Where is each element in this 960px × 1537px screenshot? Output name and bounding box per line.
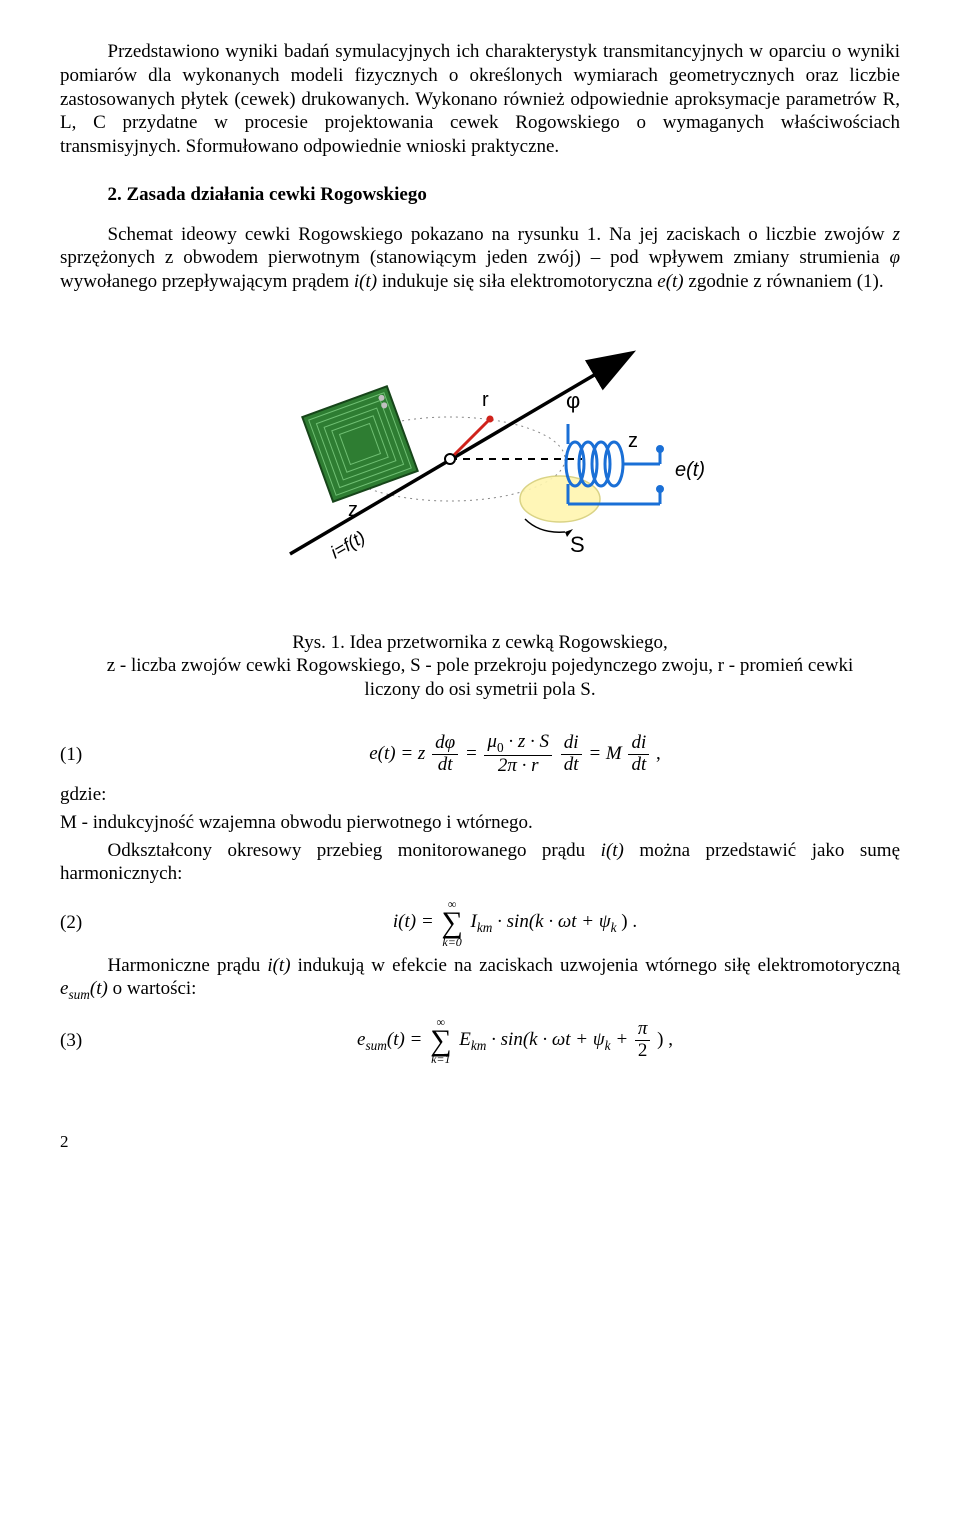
after-eq1-paragraph: Odkształcony okresowy przebieg monitorow… xyxy=(60,839,900,887)
eq3-mid: · sin(k · ωt + ψ xyxy=(491,1029,605,1050)
symbol-it: i(t) xyxy=(354,271,377,292)
eq1-f4d: dt xyxy=(628,755,649,776)
gdzie-line: gdzie: xyxy=(60,783,900,807)
figure-caption: Rys. 1. Idea przetwornika z cewką Rogows… xyxy=(100,631,860,702)
symbol-z: z xyxy=(893,224,900,245)
caption-line2: z - liczba zwojów cewki Rogowskiego, S -… xyxy=(107,655,854,700)
eq3-fn: π xyxy=(635,1019,651,1041)
eq3-E: E xyxy=(459,1029,471,1050)
eq3-number: (3) xyxy=(60,1029,130,1053)
idea-pre: Schemat ideowy cewki Rogowskiego pokazan… xyxy=(108,224,893,245)
equation-2: (2) i(t) = ∞ ∑ k=0 Ikm · sin(k · ωt + ψk… xyxy=(60,898,900,948)
eq3-fd: 2 xyxy=(635,1041,651,1062)
label-z-right: z xyxy=(628,430,638,452)
center-dot xyxy=(445,454,455,464)
eq2-lhs: i(t) = xyxy=(393,911,439,932)
after-eq2-post: o wartości: xyxy=(113,978,197,999)
idea-mid3: indukuje się siła elektromotoryczna xyxy=(382,271,657,292)
symbol-esum-tail: (t) xyxy=(90,978,108,999)
eq1-f2d: 2π · r xyxy=(484,756,552,777)
eq3-close: ) , xyxy=(657,1029,673,1050)
caption-line1: Rys. 1. Idea przetwornika z cewką Rogows… xyxy=(292,632,667,653)
section-heading: 2. Zasada działania cewki Rogowskiego xyxy=(108,183,901,207)
eq1-body: e(t) = z dφ dt = μ0 · z · S 2π · r di dt… xyxy=(130,732,900,777)
label-ift: i=f(t) xyxy=(327,527,369,563)
pcb-coil xyxy=(302,386,417,501)
figure-1: r φ z z e(t) S i=f(t) xyxy=(60,324,900,611)
eq3-Esub: km xyxy=(471,1038,487,1053)
label-phi: φ xyxy=(566,388,580,413)
idea-mid1: sprzężonych z obwodem pierwotnym (stanow… xyxy=(60,247,889,268)
eq1-f3n: di xyxy=(561,733,582,755)
eq1-f1d: dt xyxy=(432,755,458,776)
equation-3: (3) esum(t) = ∞ ∑ k=1 Ekm · sin(k · ωt +… xyxy=(60,1016,900,1066)
eq2-sum-bot: k=0 xyxy=(441,936,462,948)
figure-svg: r φ z z e(t) S i=f(t) xyxy=(220,324,740,604)
symbol-esum-sub: sum xyxy=(68,987,89,1002)
eq1-eq: = xyxy=(465,743,483,764)
eq2-Isub: km xyxy=(477,920,493,935)
eq2-body: i(t) = ∞ ∑ k=0 Ikm · sin(k · ωt + ψk ) . xyxy=(130,898,900,948)
label-et: e(t) xyxy=(675,459,705,481)
eq2-psub: k xyxy=(611,920,617,935)
eq1-f2ns: 0 xyxy=(497,740,504,755)
eq2-close: ) . xyxy=(621,911,637,932)
eq1-f1n: dφ xyxy=(432,733,458,755)
equation-1: (1) e(t) = z dφ dt = μ0 · z · S 2π · r d… xyxy=(60,732,900,777)
eq3-sum-bot: k=1 xyxy=(430,1053,451,1065)
idea-mid2: wywołanego przepływającym prądem xyxy=(60,271,354,292)
field-ellipse xyxy=(520,476,600,522)
after-eq1-pre: Odkształcony okresowy przebieg monitorow… xyxy=(108,840,601,861)
symbol-et: e(t) xyxy=(657,271,683,292)
eq3-plus: + xyxy=(615,1029,633,1050)
eq3-lt: (t) = xyxy=(387,1029,427,1050)
m-definition: M - indukcyjność wzajemna obwodu pierwot… xyxy=(60,811,900,835)
after-eq2-mid: indukują w efekcie na zaciskach uzwojeni… xyxy=(298,955,900,976)
symbol-it-3: i(t) xyxy=(267,955,290,976)
idea-paragraph: Schemat ideowy cewki Rogowskiego pokazan… xyxy=(60,223,900,294)
eq1-f2nt: · z · S xyxy=(504,731,549,752)
eq1-f2n: μ xyxy=(487,731,497,752)
idea-post: zgodnie z równaniem (1). xyxy=(688,271,883,292)
label-r: r xyxy=(482,389,489,411)
label-S: S xyxy=(570,532,585,557)
eq3-esub: sum xyxy=(365,1038,386,1053)
eq3-psub: k xyxy=(605,1038,611,1053)
eq2-number: (2) xyxy=(60,911,130,935)
eq1-eq2: = M xyxy=(588,743,626,764)
symbol-it-2: i(t) xyxy=(601,840,624,861)
eq1-number: (1) xyxy=(60,743,130,767)
eq1-lhs: e(t) = z xyxy=(369,743,425,764)
page-number: 2 xyxy=(60,1131,69,1152)
eq1-f3d: dt xyxy=(561,755,582,776)
r-dot xyxy=(487,415,494,422)
eq2-bt: · sin(k · ωt + ψ xyxy=(497,911,611,932)
eq1-f4n: di xyxy=(628,733,649,755)
after-eq2-paragraph: Harmoniczne prądu i(t) indukują w efekci… xyxy=(60,954,900,1004)
label-z-left: z xyxy=(348,499,358,521)
eq1-tail: , xyxy=(656,743,661,764)
eq3-body: esum(t) = ∞ ∑ k=1 Ekm · sin(k · ωt + ψk … xyxy=(130,1016,900,1066)
symbol-phi: φ xyxy=(889,247,900,268)
after-eq2-pre: Harmoniczne prądu xyxy=(108,955,268,976)
intro-paragraph: Przedstawiono wyniki badań symulacyjnych… xyxy=(60,40,900,159)
